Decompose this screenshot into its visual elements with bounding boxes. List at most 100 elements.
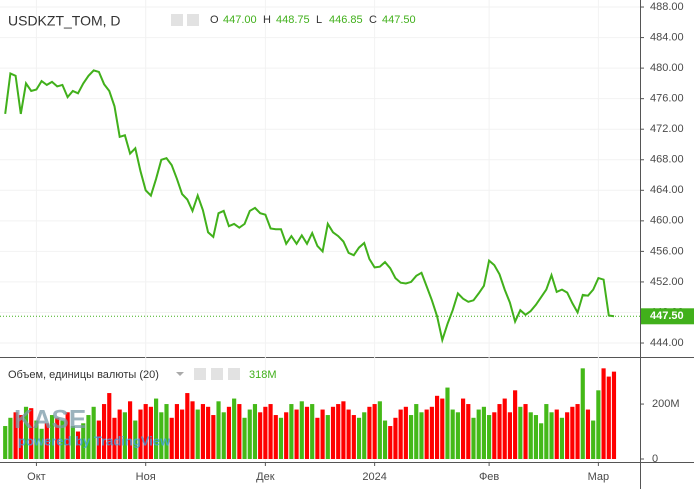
y-tick-label: 0 — [652, 453, 658, 465]
volume-bar — [330, 406, 336, 459]
volume-bar — [86, 415, 91, 459]
volume-bar — [403, 406, 408, 459]
volume-bar — [138, 409, 143, 459]
volume-bar — [258, 412, 263, 459]
grid — [0, 0, 640, 462]
ohlc-value: 446.85 — [329, 14, 363, 26]
volume-bar — [284, 412, 289, 459]
eye-icon[interactable] — [194, 368, 206, 380]
y-tick-label: 488.00 — [650, 1, 684, 13]
y-tick-label: 472.00 — [650, 123, 684, 135]
watermark: KASE — [14, 404, 86, 434]
volume-bar — [96, 420, 101, 459]
y-tick-label: 484.00 — [650, 31, 684, 43]
volume-bar — [44, 423, 49, 459]
ohlc-value: 447.50 — [382, 14, 416, 26]
volume-bar — [580, 368, 585, 459]
volume-bar — [226, 406, 232, 459]
ohlc-label: O — [210, 14, 219, 26]
volume-bar — [34, 420, 39, 459]
volume-bar — [91, 406, 96, 459]
volume-bar — [143, 404, 148, 459]
volume-bar — [492, 412, 497, 459]
volume-bar — [70, 426, 75, 459]
volume-bar — [133, 420, 138, 459]
volume-title: Объем, единицы валюты (20) — [8, 369, 159, 381]
volume-bar — [575, 404, 580, 459]
last-price-box — [641, 308, 694, 325]
volume-bar — [388, 426, 393, 459]
volume-last-value: 318M — [249, 369, 277, 381]
volume-bar — [455, 412, 460, 459]
volume-bar — [554, 409, 559, 459]
ohlc-value: 447.00 — [223, 14, 257, 26]
y-tick-label: 468.00 — [650, 154, 684, 166]
volume-bar — [408, 415, 414, 459]
volume-bar — [351, 415, 356, 459]
remove-icon[interactable] — [228, 368, 240, 380]
volume-bar — [565, 412, 570, 459]
volume-bar — [601, 368, 606, 459]
ohlc-label: L — [316, 14, 322, 26]
volume-bar — [159, 412, 164, 459]
volume-bar — [216, 401, 221, 459]
volume-bar — [424, 409, 429, 459]
y-tick-label: 456.00 — [650, 245, 684, 257]
volume-bar — [39, 428, 44, 459]
volume-bar — [356, 417, 362, 459]
volume-bar — [304, 406, 310, 459]
ohlc-label: C — [369, 14, 377, 26]
symbol-title: USDKZT_TOM, D — [8, 13, 121, 29]
volume-bar — [372, 404, 377, 459]
volume-bar — [471, 417, 476, 459]
volume-bar — [497, 404, 502, 459]
ohlc-label: H — [263, 14, 271, 26]
dropdown-icon[interactable] — [176, 372, 184, 376]
volume-bar — [523, 404, 528, 459]
volume-bar — [273, 415, 278, 459]
volume-bar — [325, 415, 330, 459]
marks — [3, 69, 617, 459]
volume-bar — [429, 406, 434, 459]
y-tick-label: 480.00 — [650, 62, 684, 74]
volume-bar — [528, 412, 533, 459]
legend: USDKZT_TOM, D — [8, 13, 199, 29]
volume-bar — [18, 415, 23, 459]
volume-bar — [101, 404, 107, 459]
volume-bar — [180, 409, 185, 459]
volume-legend: Объем, единицы валюты (20) 318M — [8, 368, 277, 381]
volume-bar — [185, 393, 190, 459]
volume-bar — [294, 409, 299, 459]
volume-bar — [419, 412, 424, 459]
volume-bar — [591, 420, 596, 459]
volume-bar — [559, 417, 565, 459]
volume-bar — [377, 401, 382, 459]
volume-bar — [502, 398, 507, 459]
settings-icon[interactable] — [187, 14, 199, 26]
volume-bar — [518, 406, 523, 459]
x-tick-label: Мар — [588, 471, 610, 483]
volume-bar — [570, 406, 575, 459]
x-tick-label: 2024 — [362, 471, 386, 483]
volume-bar — [237, 404, 242, 459]
volume-bar — [49, 415, 55, 459]
volume-bar — [232, 398, 237, 459]
volume-bar — [148, 406, 153, 459]
volume-bar — [476, 409, 481, 459]
volume-bar — [461, 398, 466, 459]
volume-bar — [346, 409, 351, 459]
volume-bar — [55, 417, 60, 459]
volume-bar — [466, 404, 471, 459]
volume-bar — [278, 417, 284, 459]
x-tick-label: Фев — [479, 471, 499, 483]
eye-icon[interactable] — [171, 14, 183, 26]
volume-bar — [414, 404, 419, 459]
watermark-sub: powered by TradingView — [18, 433, 171, 448]
volume-bar — [128, 401, 133, 459]
volume-bar — [315, 417, 320, 459]
volume-bar — [533, 415, 539, 459]
y-tick-label: 452.00 — [650, 276, 684, 288]
settings-icon[interactable] — [211, 368, 223, 380]
volume-bar — [440, 398, 445, 459]
